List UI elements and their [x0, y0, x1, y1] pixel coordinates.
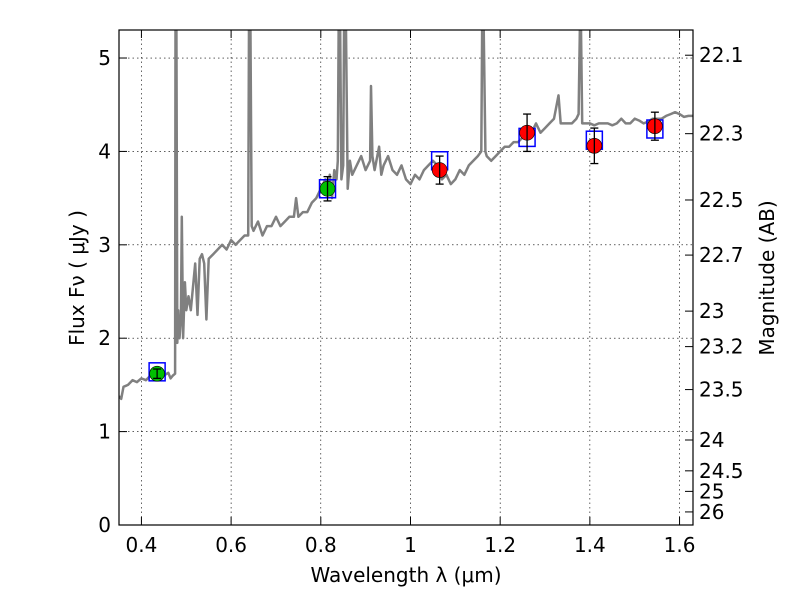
plot-frame [118, 29, 694, 526]
x-axis-label: Wavelength λ (μm) [310, 563, 501, 587]
observed-photometry-points [149, 111, 663, 382]
y-axis-label: Flux Fν ( μJy ) [65, 210, 89, 346]
y2-tick-label: 23.5 [699, 378, 744, 402]
y-tick-label: 1 [98, 420, 111, 444]
y-axis-ticks: 0 1 2 3 4 5 [98, 46, 127, 537]
y2-tick-label: 22.5 [699, 188, 744, 212]
plot-area [119, 30, 693, 401]
x-tick-label: 1.6 [664, 533, 696, 557]
y2-tick-label: 23.2 [699, 335, 744, 359]
x-tick-label: 1.2 [484, 533, 516, 557]
x-tick-label: 0.6 [215, 533, 247, 557]
y-tick-label: 4 [98, 139, 111, 163]
y2-tick-label: 24 [699, 428, 724, 452]
y2-tick-label: 22.1 [699, 43, 744, 67]
x-tick-label: 1.4 [574, 533, 606, 557]
y-tick-label: 2 [98, 326, 111, 350]
x-tick-label: 1 [404, 533, 417, 557]
y2-tick-label: 22.3 [699, 122, 744, 146]
y-tick-label: 0 [98, 513, 111, 537]
y-tick-label: 5 [98, 46, 111, 70]
y2-axis-label: Magnitude (AB) [755, 200, 779, 355]
y-tick-label: 3 [98, 233, 111, 257]
y2-tick-label: 26 [699, 500, 724, 524]
x-tick-label: 0.4 [126, 533, 158, 557]
y2-tick-label: 22.7 [699, 243, 744, 267]
x-axis-ticks: 0.4 0.6 0.8 1 1.2 1.4 1.6 [126, 30, 696, 557]
spectrum-line [119, 30, 693, 401]
y2-tick-label: 23 [699, 299, 724, 323]
y2-tick-label: 25 [699, 479, 724, 503]
x-tick-label: 0.8 [305, 533, 337, 557]
y2-tick-label: 24.5 [699, 459, 744, 483]
